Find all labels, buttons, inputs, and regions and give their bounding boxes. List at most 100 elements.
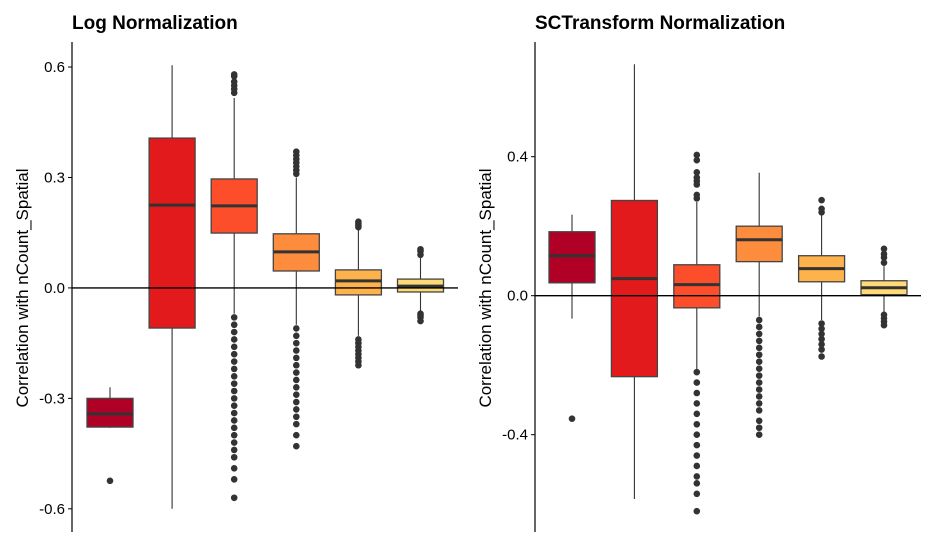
box-iqr: [610, 199, 659, 378]
outlier-point: [755, 358, 763, 366]
box-1: [86, 387, 134, 485]
outlier-point: [693, 191, 701, 199]
outlier-point: [693, 420, 701, 428]
outlier-point: [293, 148, 300, 156]
outlier-point: [693, 431, 701, 438]
box-5: [797, 196, 846, 360]
outlier-point: [693, 490, 701, 498]
outlier-point: [693, 441, 701, 449]
y-tick-label: 0.0: [507, 288, 528, 305]
outlier-point: [293, 413, 300, 421]
outlier-point: [293, 339, 300, 347]
outlier-point: [293, 347, 300, 354]
outlier-point: [230, 380, 238, 387]
outlier-point: [693, 389, 701, 397]
outlier-point: [230, 465, 238, 472]
outlier-point: [293, 442, 300, 450]
outlier-point: [755, 424, 763, 432]
outlier-point: [755, 337, 763, 345]
y-tick-label: 0.3: [44, 169, 65, 186]
outlier-point: [693, 410, 701, 418]
outlier-point: [755, 386, 763, 393]
outlier-point: [106, 477, 114, 485]
outlier-point: [230, 387, 238, 395]
outlier-point: [230, 350, 238, 358]
outlier-point: [818, 335, 825, 343]
outlier-point: [230, 328, 238, 336]
outlier-point: [693, 473, 701, 480]
outlier-point: [818, 346, 825, 353]
outlier-point: [230, 395, 238, 402]
outlier-point: [293, 398, 300, 406]
y-tick-label: 0.4: [507, 149, 528, 166]
outlier-point: [755, 344, 763, 352]
box-iqr: [548, 231, 596, 284]
outlier-point: [693, 156, 701, 164]
outlier-point: [230, 365, 238, 373]
outlier-point: [293, 369, 300, 376]
outlier-point: [355, 361, 362, 369]
outlier-point: [417, 317, 424, 325]
outlier-point: [230, 321, 238, 329]
outlier-point: [693, 174, 701, 181]
outlier-point: [230, 417, 238, 424]
outlier-point: [230, 336, 238, 343]
outlier-point: [293, 354, 300, 362]
box-iqr: [735, 225, 783, 263]
outlier-point: [230, 446, 238, 454]
outlier-point: [755, 316, 763, 324]
outlier-point: [293, 391, 300, 398]
box-1: [548, 214, 596, 423]
outlier-point: [230, 314, 238, 321]
outlier-point: [755, 393, 763, 400]
outlier-point: [293, 325, 300, 332]
outlier-point: [293, 406, 300, 413]
outlier-point: [818, 196, 825, 204]
box-4: [735, 172, 783, 438]
outlier-point: [693, 169, 701, 176]
panel-title: SCTransform Normalization: [535, 13, 785, 34]
box-6: [860, 245, 908, 329]
panel-title: Log Normalization: [72, 13, 238, 34]
box-2: [610, 64, 659, 499]
outlier-point: [230, 71, 238, 78]
outlier-point: [293, 361, 300, 369]
box-iqr: [148, 137, 196, 329]
outlier-point: [818, 325, 825, 333]
outlier-point: [230, 424, 238, 432]
box-5: [334, 218, 383, 369]
outlier-point: [230, 439, 238, 446]
y-tick-label: 0.0: [44, 280, 65, 297]
outlier-point: [693, 462, 701, 470]
y-tick-label: -0.3: [39, 390, 65, 407]
box-4: [272, 148, 320, 450]
outlier-point: [230, 78, 238, 86]
outlier-point: [293, 431, 300, 439]
outlier-point: [755, 330, 763, 338]
outlier-point: [355, 218, 362, 225]
outlier-point: [755, 417, 763, 425]
box-3: [673, 151, 721, 515]
outlier-point: [818, 320, 825, 327]
outlier-point: [568, 415, 576, 423]
y-tick-label: -0.6: [39, 501, 65, 518]
outlier-point: [293, 384, 300, 391]
y-tick-label: -0.4: [502, 427, 528, 444]
outlier-point: [693, 400, 701, 407]
outlier-point: [755, 379, 763, 386]
outlier-point: [230, 476, 238, 483]
outlier-point: [230, 402, 238, 410]
outlier-point: [693, 480, 701, 487]
outlier-point: [230, 409, 238, 417]
y-axis-label: Correlation with nCount_Spatial: [476, 168, 495, 407]
outlier-point: [293, 376, 300, 384]
outlier-point: [755, 323, 763, 331]
outlier-point: [293, 332, 300, 340]
outlier-point: [755, 407, 763, 414]
box-2: [148, 65, 196, 509]
outlier-point: [755, 365, 763, 372]
outlier-point: [230, 494, 238, 502]
outlier-point: [417, 245, 424, 253]
outlier-point: [230, 372, 238, 380]
